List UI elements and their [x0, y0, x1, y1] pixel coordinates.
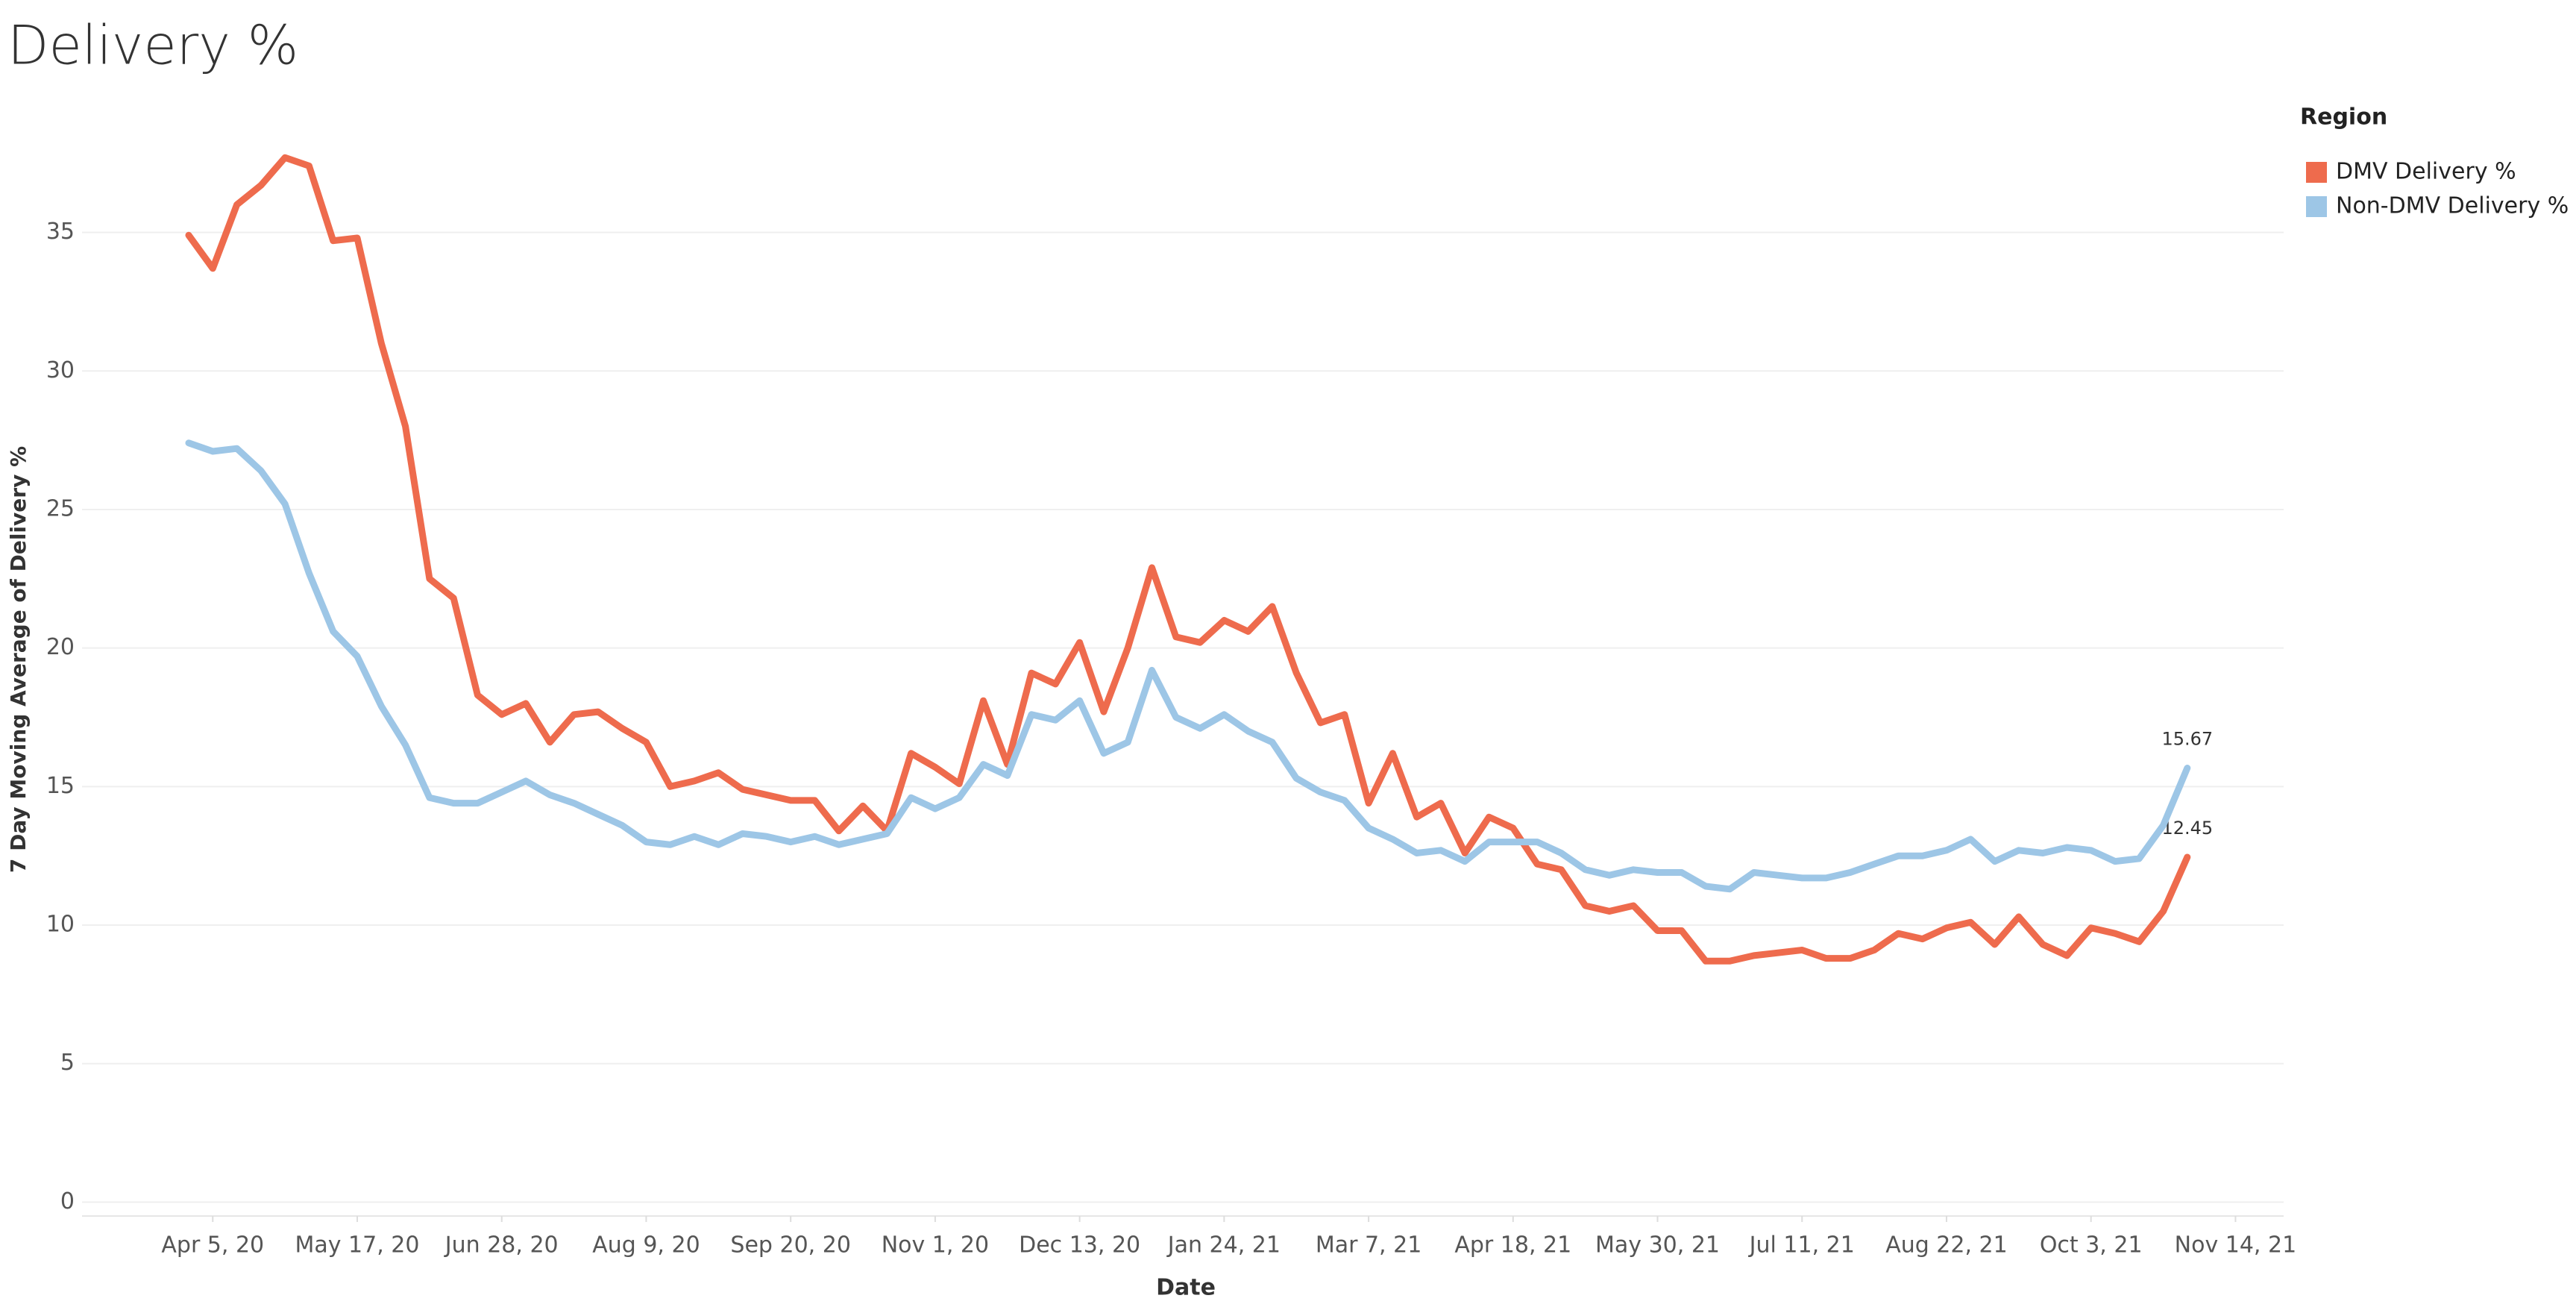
y-tick-label: 20: [46, 634, 75, 660]
series-line: [185, 439, 2191, 893]
x-tick-label: Aug 22, 21: [1885, 1232, 2008, 1259]
x-tick-label: Nov 1, 20: [882, 1232, 989, 1259]
x-tick-label: May 30, 21: [1595, 1232, 1720, 1259]
legend-swatch: [2306, 162, 2327, 183]
x-tick-label: Jul 11, 21: [1748, 1232, 1855, 1259]
x-tick-label: Dec 13, 20: [1019, 1232, 1140, 1259]
x-tick-label: Mar 7, 21: [1316, 1232, 1421, 1259]
series-line: [185, 154, 2191, 965]
x-tick-label: Jan 24, 21: [1166, 1232, 1281, 1259]
y-tick-label: 15: [46, 773, 75, 799]
x-axis-title: Date: [1156, 1275, 1216, 1301]
x-tick-label: Sep 20, 20: [730, 1232, 851, 1259]
x-tick-label: Apr 5, 20: [161, 1232, 264, 1259]
legend-label: Non-DMV Delivery %: [2336, 193, 2569, 219]
x-tick-label: May 17, 20: [295, 1232, 420, 1259]
chart-title: Delivery %: [7, 14, 298, 77]
y-tick-label: 30: [46, 357, 75, 383]
x-tick-label: Nov 14, 21: [2175, 1232, 2297, 1259]
x-tick-label: Oct 3, 21: [2040, 1232, 2143, 1259]
y-tick-label: 35: [46, 219, 75, 245]
y-axis-title: 7 Day Moving Average of Delivery %: [6, 446, 31, 873]
y-tick-label: 10: [46, 912, 75, 938]
legend-label: DMV Delivery %: [2336, 159, 2516, 185]
data-label: 12.45: [2161, 818, 2213, 839]
data-label: 15.67: [2161, 728, 2213, 749]
y-tick-label: 25: [46, 495, 75, 521]
y-tick-label: 5: [60, 1050, 75, 1076]
legend-swatch: [2306, 196, 2327, 217]
y-tick-label: 0: [60, 1188, 75, 1215]
x-tick-label: Jun 28, 20: [444, 1232, 559, 1259]
legend-title: Region: [2300, 104, 2387, 131]
x-tick-label: Apr 18, 21: [1454, 1232, 1571, 1259]
x-tick-label: Aug 9, 20: [592, 1232, 700, 1259]
